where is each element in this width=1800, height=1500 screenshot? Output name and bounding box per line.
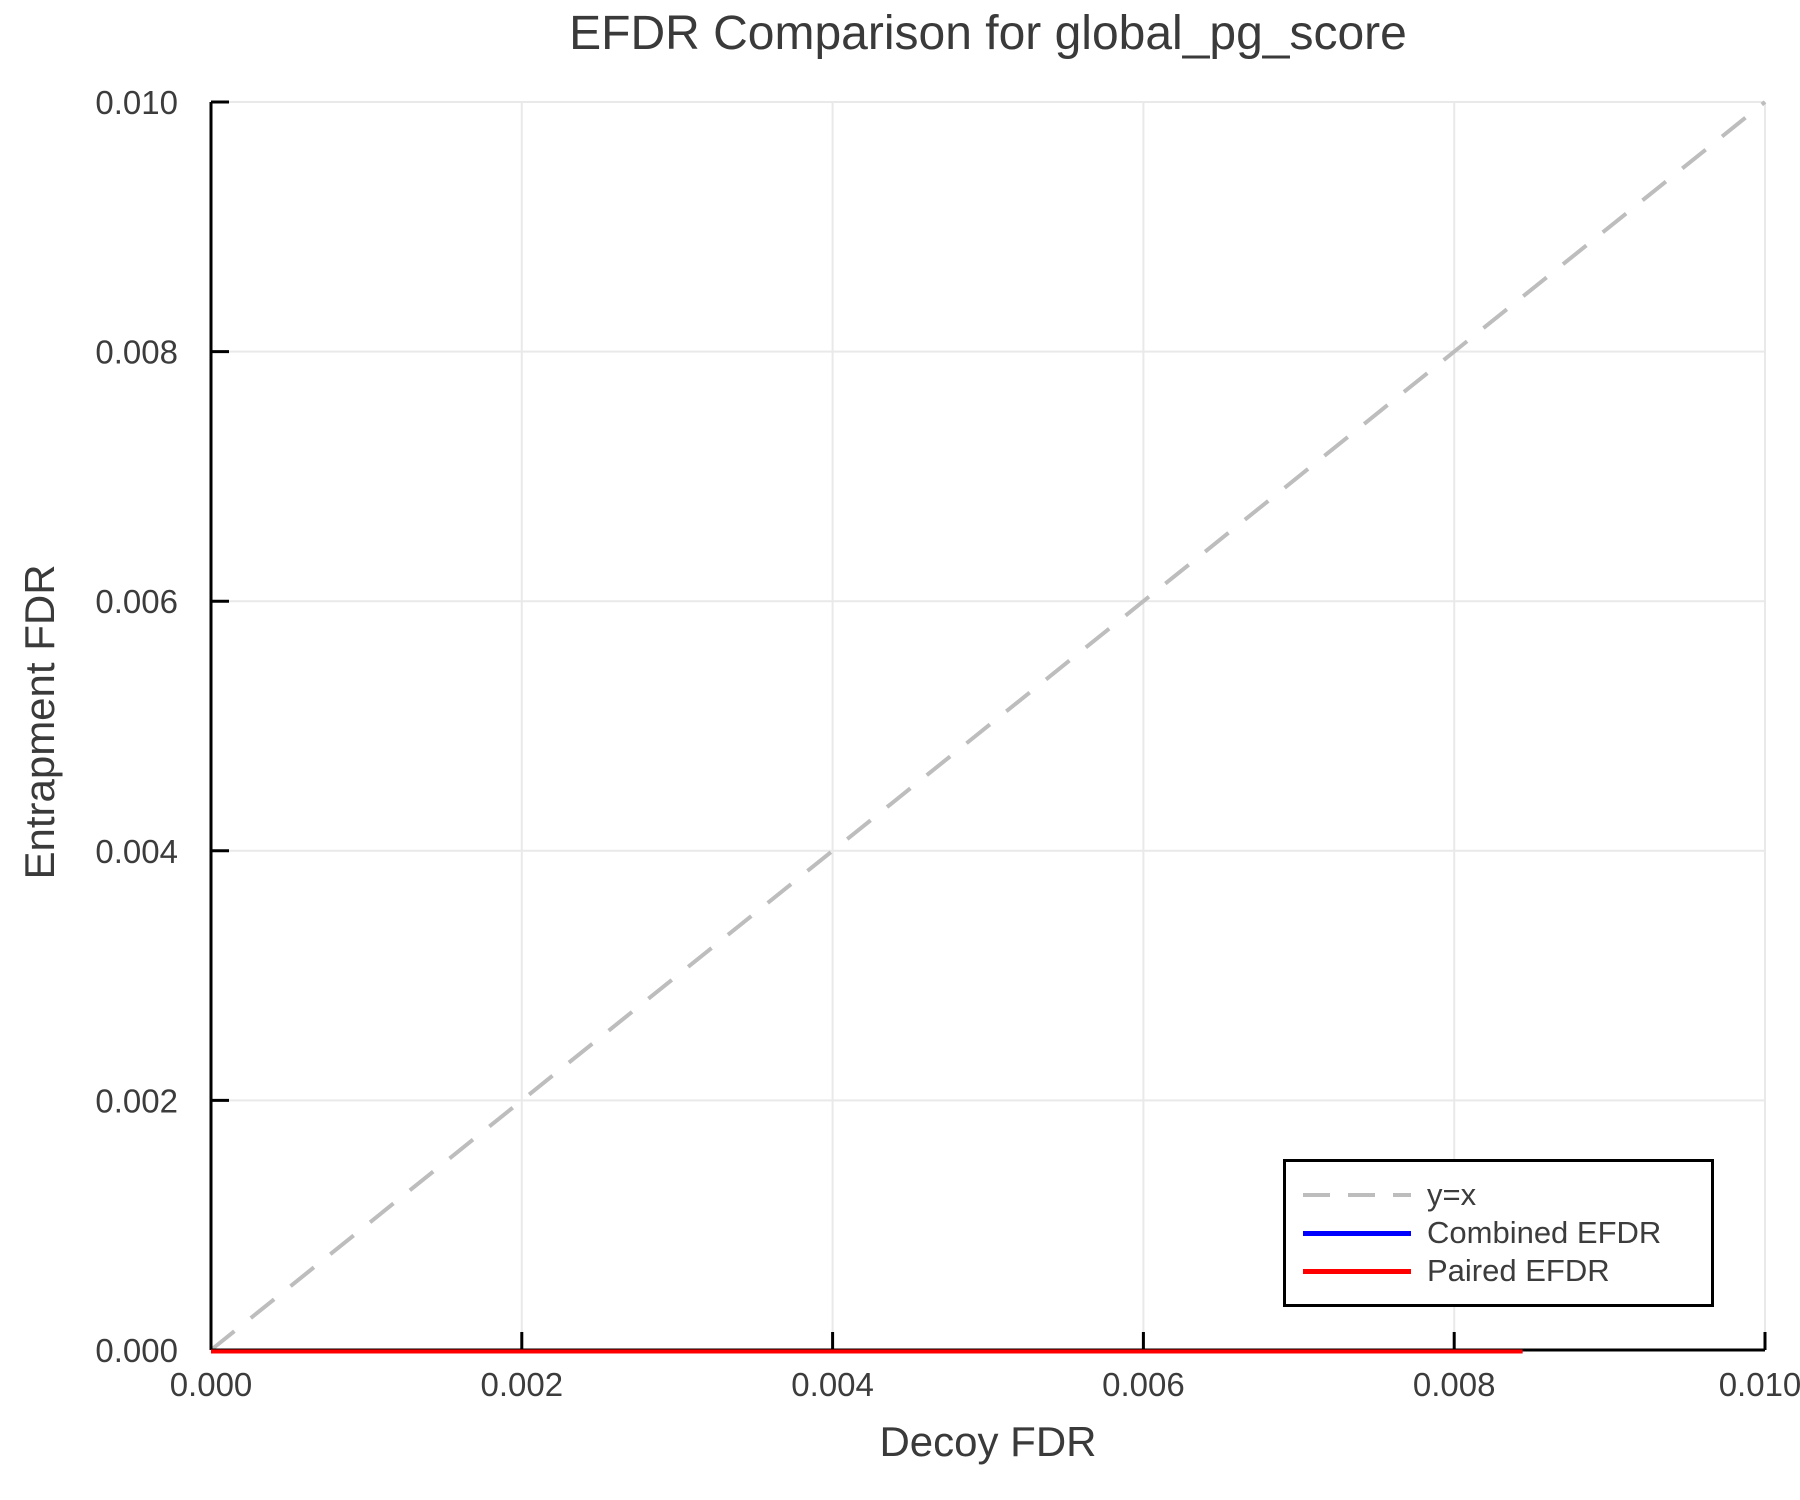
x-axis-label: Decoy FDR [879,1418,1097,1465]
y-tick-label: 0.004 [95,833,178,870]
y-tick-label: 0.002 [95,1082,178,1119]
x-tick-label: 0.008 [1413,1366,1496,1403]
legend-item-combined-efdr: Combined EFDR [1303,1214,1711,1252]
y-tick-label: 0.006 [95,583,178,620]
chart-title: EFDR Comparison for global_pg_score [569,7,1407,60]
y-tick-label: 0.008 [95,334,178,371]
x-tick-label: 0.002 [481,1366,564,1403]
x-tick-label: 0.010 [1719,1366,1800,1403]
legend: y=x Combined EFDR Paired EFDR [1283,1159,1714,1307]
legend-label-combined-efdr: Combined EFDR [1427,1215,1662,1250]
legend-label-paired-efdr: Paired EFDR [1427,1253,1610,1288]
y-tick-label: 0.010 [95,84,178,121]
x-tick-label: 0.000 [170,1366,253,1403]
legend-line-sample-combined-efdr [1303,1230,1411,1236]
legend-item-paired-efdr: Paired EFDR [1303,1252,1711,1290]
x-tick-label: 0.006 [1102,1366,1185,1403]
legend-line-sample-paired-efdr [1303,1268,1411,1274]
y-tick-label: 0.000 [95,1332,178,1369]
legend-label-yx: y=x [1427,1177,1477,1212]
y-axis-label: Entrapment FDR [16,564,63,880]
legend-item-yx: y=x [1303,1176,1711,1214]
x-tick-label: 0.004 [791,1366,874,1403]
legend-line-sample-yx [1303,1193,1411,1197]
